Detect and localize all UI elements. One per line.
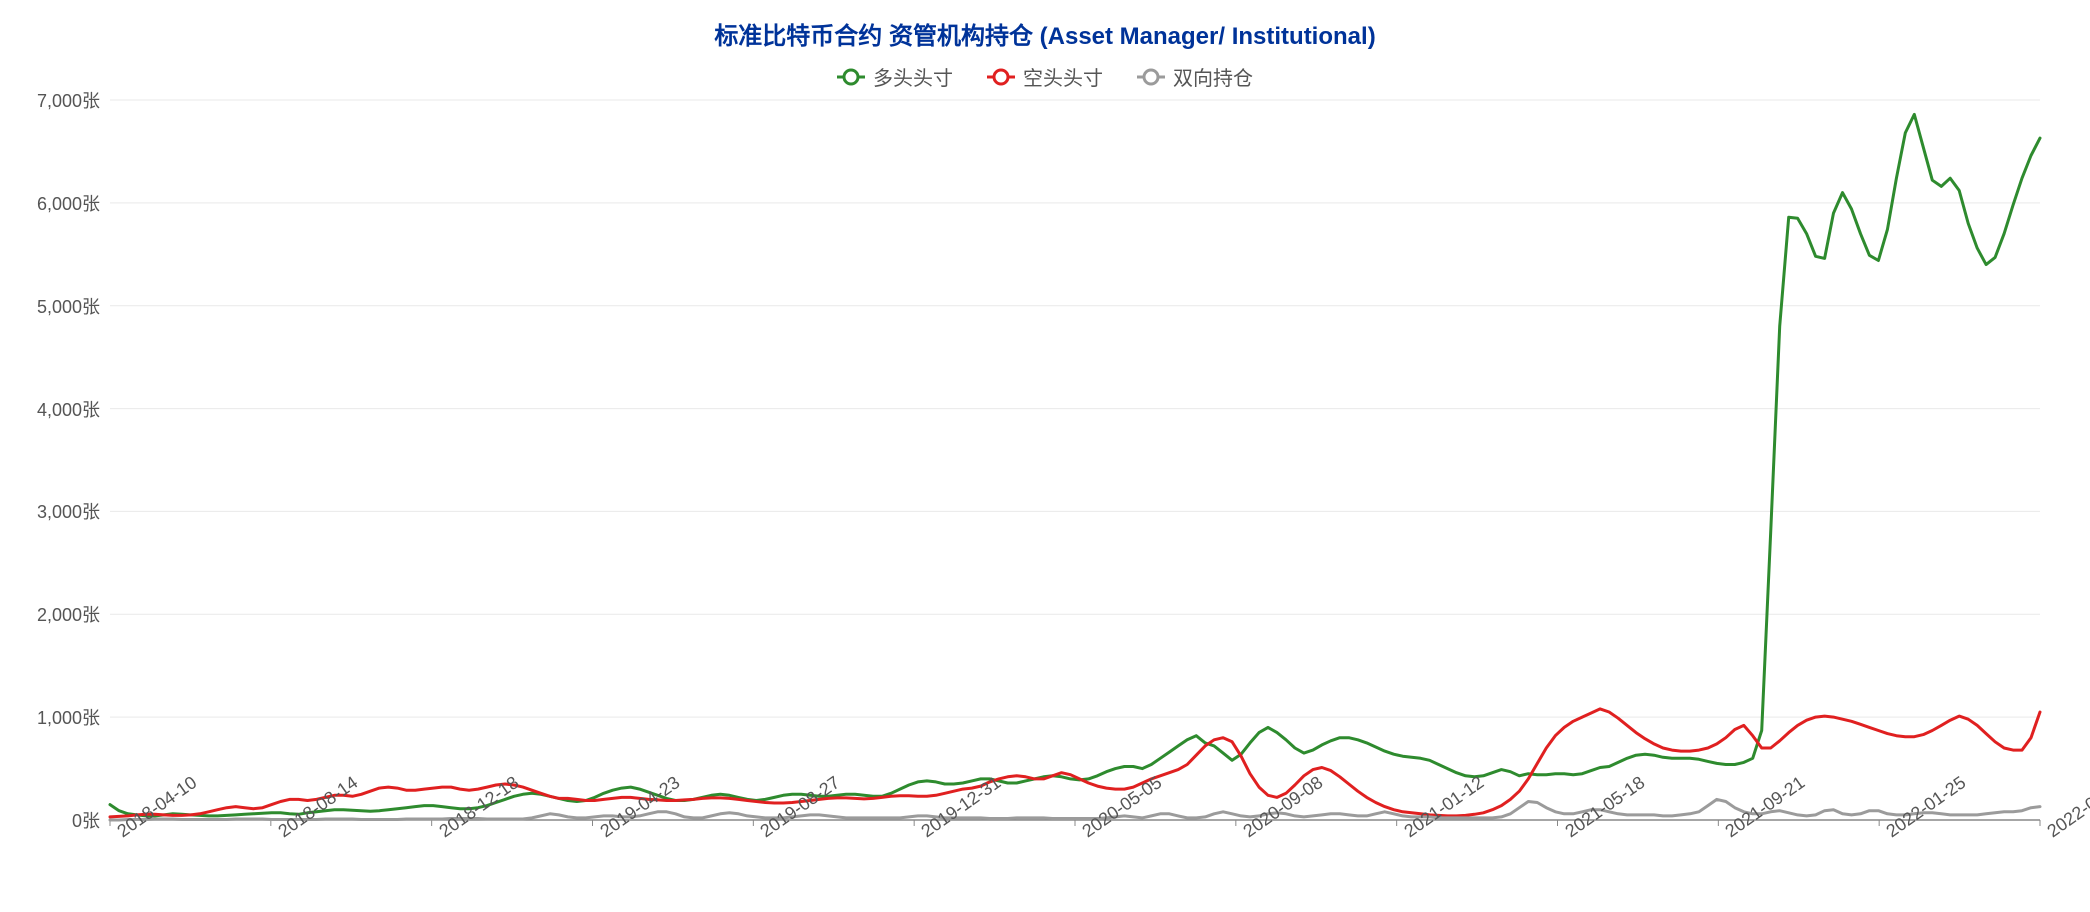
chart-title: 标准比特币合约 资管机构持仓 (Asset Manager/ Instituti… <box>0 16 2090 51</box>
plot-svg <box>110 100 2040 820</box>
legend-item-long[interactable]: 多头头寸 <box>837 62 953 91</box>
legend-label-long: 多头头寸 <box>873 62 953 91</box>
y-tick-label: 7,000张 <box>37 87 110 113</box>
y-tick-label: 5,000张 <box>37 293 110 319</box>
legend-marker-long <box>837 68 865 86</box>
legend-label-short: 空头头寸 <box>1023 62 1103 91</box>
legend-marker-short <box>987 68 1015 86</box>
chart-container: 标准比特币合约 资管机构持仓 (Asset Manager/ Instituti… <box>0 0 2090 912</box>
x-tick-label: 2022-06-21 <box>2040 767 2090 842</box>
legend-item-both[interactable]: 双向持仓 <box>1137 62 1253 91</box>
y-tick-label: 6,000张 <box>37 190 110 216</box>
y-tick-label: 0张 <box>72 807 110 833</box>
y-tick-label: 1,000张 <box>37 704 110 730</box>
legend-marker-both <box>1137 68 1165 86</box>
y-tick-label: 2,000张 <box>37 601 110 627</box>
legend-label-both: 双向持仓 <box>1173 62 1253 91</box>
plot-area: 0张1,000张2,000张3,000张4,000张5,000张6,000张7,… <box>110 100 2040 820</box>
series-long[interactable] <box>110 114 2040 816</box>
legend-item-short[interactable]: 空头头寸 <box>987 62 1103 91</box>
y-tick-label: 3,000张 <box>37 498 110 524</box>
legend: 多头头寸 空头头寸 双向持仓 <box>0 62 2090 91</box>
y-tick-label: 4,000张 <box>37 396 110 422</box>
